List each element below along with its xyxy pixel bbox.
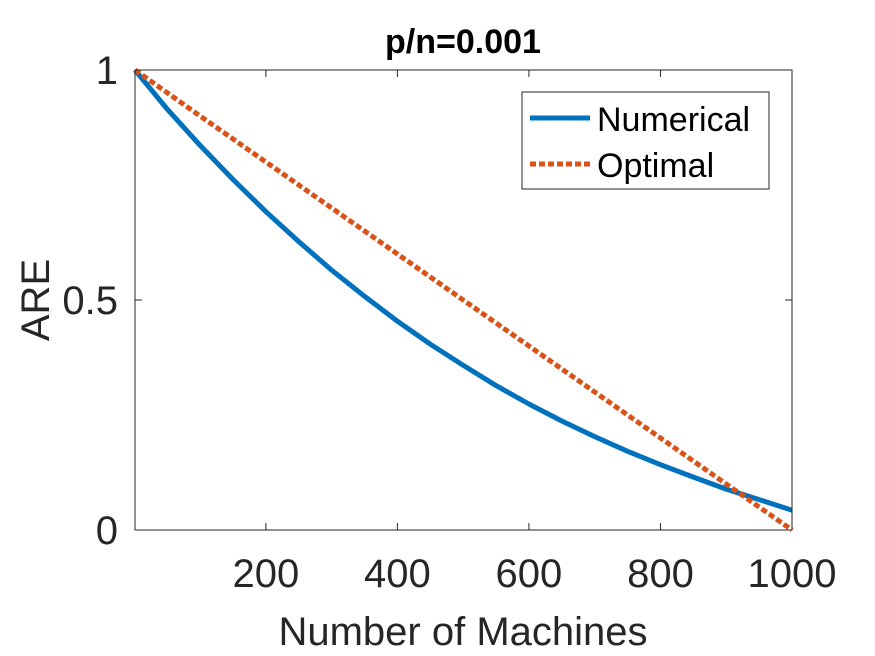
y-axis-label: ARE — [14, 259, 58, 341]
x-tick-label: 400 — [364, 552, 431, 596]
legend-box — [521, 91, 770, 190]
x-tick-label: 600 — [496, 552, 563, 596]
chart-title: p/n=0.001 — [385, 23, 541, 61]
x-tick-label: 200 — [232, 552, 299, 596]
series-numerical-line — [133, 68, 793, 513]
legend: Numerical Optimal — [521, 91, 770, 190]
y-tick-label: 1 — [96, 49, 118, 93]
legend-label-optimal: Optimal — [597, 147, 714, 185]
y-tick-label: 0 — [96, 509, 118, 553]
x-axis-label: Number of Machines — [278, 610, 647, 654]
legend-label-numerical: Numerical — [597, 101, 750, 139]
y-tick-label: 0.5 — [62, 279, 118, 323]
series-layer — [133, 67, 794, 533]
x-tick-label: 800 — [627, 552, 694, 596]
tick-layer: 200 400 600 800 1000 0 0.5 1 — [62, 49, 836, 596]
x-tick-label: 1000 — [748, 552, 837, 596]
series-optimal-line — [133, 67, 794, 533]
